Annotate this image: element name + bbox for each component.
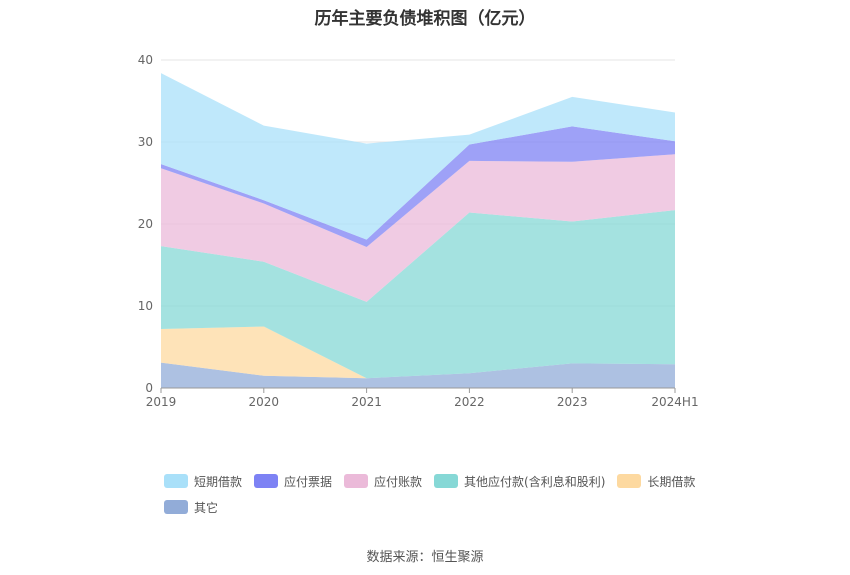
x-tick-label: 2020	[249, 395, 280, 409]
x-tick-label: 2024H1	[651, 395, 698, 409]
legend-label: 其他应付款(含利息和股利)	[464, 474, 606, 489]
legend-item[interactable]: 应付账款	[344, 472, 422, 490]
legend-label: 短期借款	[194, 474, 243, 489]
legend-label: 应付账款	[374, 474, 423, 489]
y-tick-label: 10	[138, 299, 153, 313]
legend-label: 其它	[194, 500, 219, 515]
legend: 短期借款 应付票据 应付账款 其他应付款(含利息和股利) 长期借款其它	[164, 472, 724, 524]
area-series	[161, 73, 675, 388]
area-series-1	[161, 326, 675, 379]
x-tick-label: 2019	[146, 395, 177, 409]
x-tick-label: 2023	[557, 395, 588, 409]
legend-swatch	[164, 474, 188, 488]
area-series-0	[161, 362, 675, 388]
area-series-3	[161, 154, 675, 302]
legend-item[interactable]: 长期借款	[617, 472, 695, 490]
area-series-4	[161, 126, 675, 247]
area-series-5	[161, 73, 675, 240]
axes: 0 10 20 30 40 2019 2020 2021 2022 2023 2024H1	[138, 53, 699, 409]
legend-swatch	[254, 474, 279, 488]
y-tick-label: 30	[138, 135, 153, 149]
x-tick-label: 2022	[454, 395, 485, 409]
legend-item[interactable]: 短期借款	[164, 472, 242, 490]
legend-item[interactable]: 其他应付款(含利息和股利)	[434, 472, 605, 490]
legend-swatch	[164, 500, 188, 514]
legend-swatch	[617, 474, 642, 488]
x-tick-label: 2021	[351, 395, 382, 409]
legend-swatch	[344, 474, 369, 488]
y-tick-label: 0	[145, 381, 153, 395]
legend-label: 应付票据	[284, 474, 333, 489]
y-tick-label: 40	[138, 53, 153, 67]
chart-title: 历年主要负债堆积图（亿元）	[314, 9, 536, 29]
legend-swatch	[434, 474, 459, 488]
y-tick-label: 20	[138, 217, 153, 231]
legend-item[interactable]: 其它	[164, 498, 218, 516]
source-note: 数据来源：恒生聚源	[366, 550, 484, 565]
area-series-2	[161, 210, 675, 379]
legend-item[interactable]: 应付票据	[254, 472, 332, 490]
legend-label: 长期借款	[647, 474, 696, 489]
